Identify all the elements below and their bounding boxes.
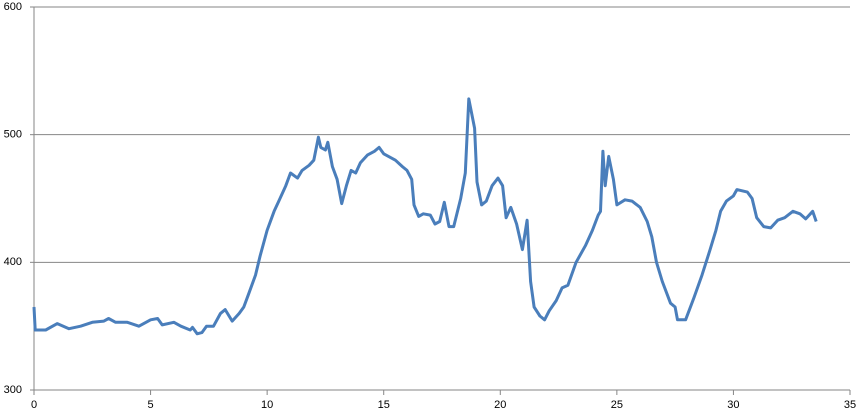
- x-tick-label: 35: [844, 399, 856, 411]
- y-tick-label: 600: [4, 1, 22, 13]
- x-tick-label: 5: [148, 399, 154, 411]
- x-tick-label: 20: [494, 399, 506, 411]
- x-tick-label: 15: [378, 399, 390, 411]
- y-tick-label: 300: [4, 384, 22, 396]
- x-tick-label: 25: [611, 399, 623, 411]
- x-tick-label: 30: [727, 399, 739, 411]
- x-tick-label: 10: [261, 399, 273, 411]
- y-tick-label: 500: [4, 129, 22, 141]
- y-tick-label: 400: [4, 256, 22, 268]
- series-line: [32, 97, 818, 336]
- x-tick-label: 0: [31, 399, 37, 411]
